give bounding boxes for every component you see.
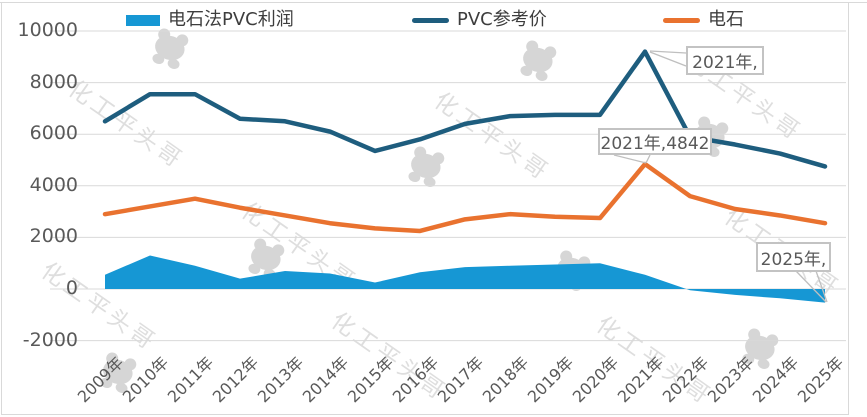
y-axis-tick-label: 8000 [29, 70, 78, 93]
frame-border-top [0, 2, 867, 3]
y-axis-tick-label: 2000 [29, 225, 78, 248]
legend-label: PVC参考价 [457, 9, 547, 30]
y-axis-tick-label: 6000 [29, 122, 78, 145]
y-axis-tick-label: 4000 [29, 173, 78, 196]
carbide-price-line-series [102, 161, 828, 234]
legend-item-carbide: 电石 [663, 9, 744, 31]
y-axis-tick-label: -2000 [22, 328, 78, 351]
legend-item-profit: 电石法PVC利润 [126, 9, 294, 31]
profit-area-swatch-icon [126, 14, 160, 26]
annotation-carbide-2021: 2021年,4842 [598, 128, 712, 155]
legend-item-pvc-price: PVC参考价 [412, 9, 547, 31]
carbide-line-swatch-icon [663, 17, 700, 23]
annotation-profit-2025: 2025年, [756, 242, 831, 272]
annotation-pvc-2021: 2021年, [686, 46, 764, 75]
y-axis-tick-label: 0 [65, 277, 78, 299]
callout-leader-lines [613, 50, 828, 303]
y-axis-tick-label: 10000 [17, 19, 78, 41]
legend-label: 电石法PVC利润 [168, 9, 294, 30]
legend-label: 电石 [708, 9, 744, 30]
frame-border-right [848, 2, 849, 415]
frame-border-left [1, 2, 2, 415]
frame-border-bottom [1, 414, 848, 415]
profit-area-series [105, 255, 825, 303]
gridlines-group [50, 30, 846, 342]
pvc-price-line-swatch-icon [412, 17, 449, 23]
